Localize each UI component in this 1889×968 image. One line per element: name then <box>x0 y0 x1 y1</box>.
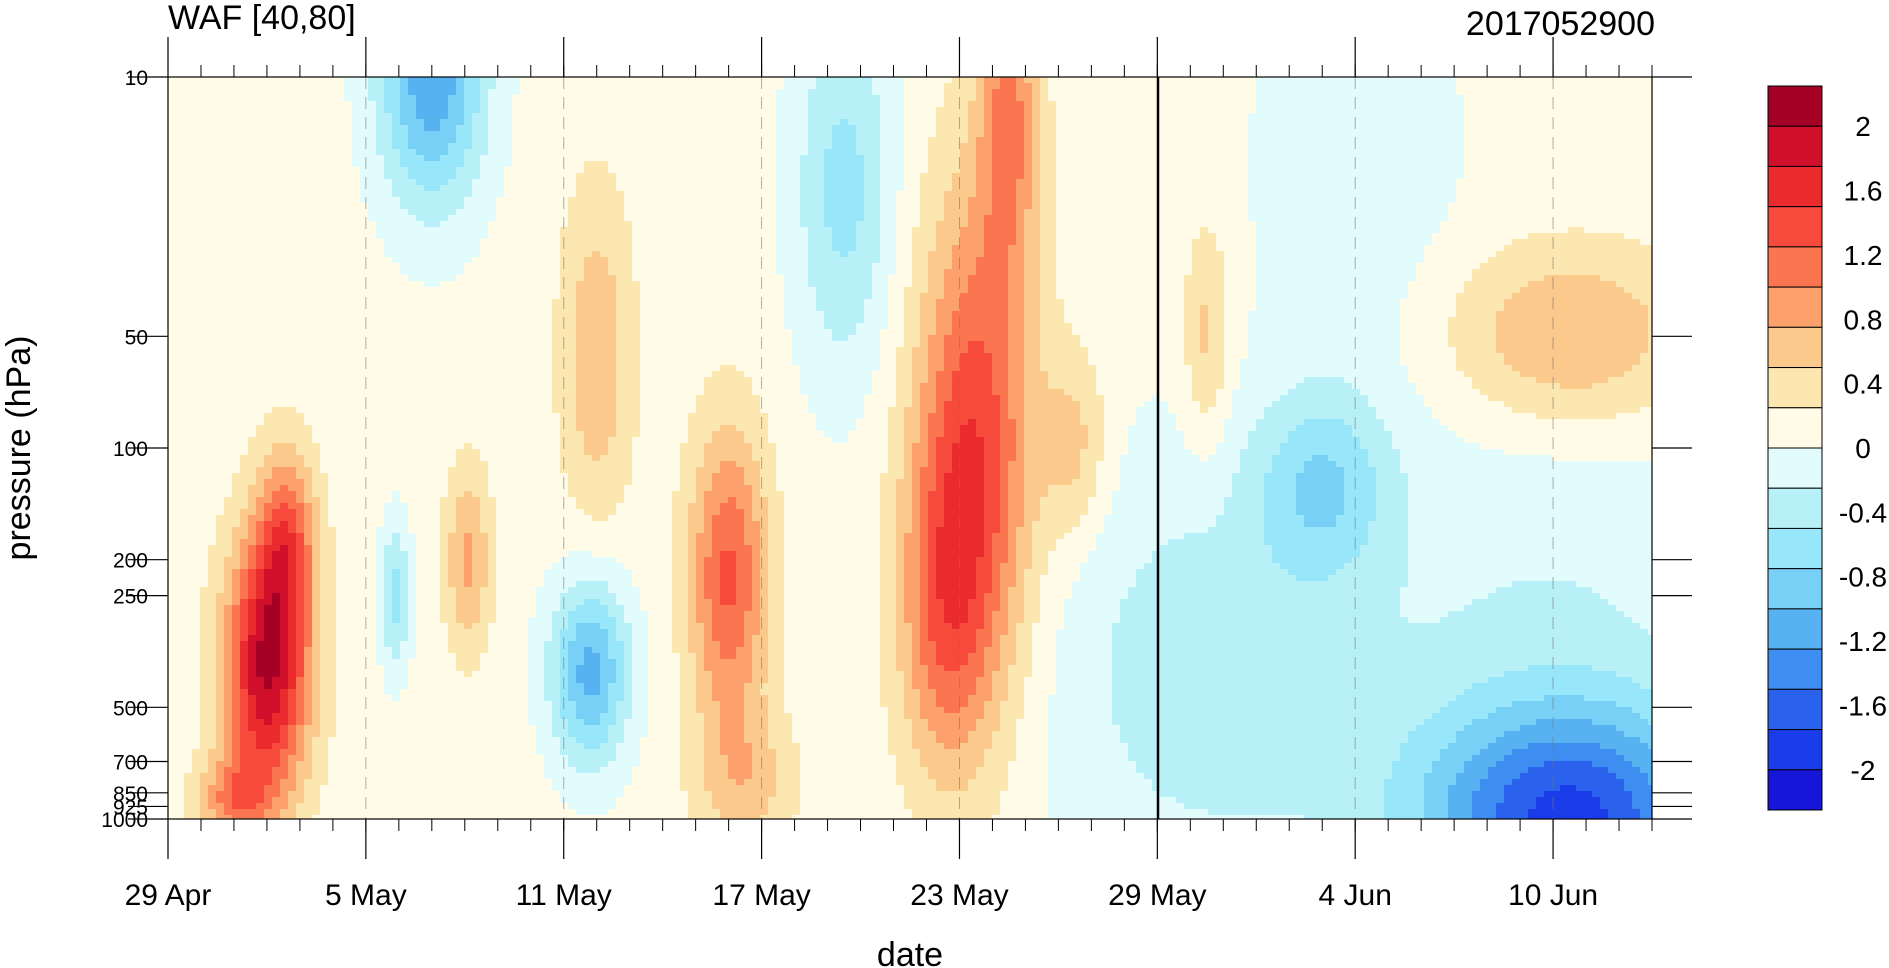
y-tick-label: 100 <box>113 438 148 461</box>
colorbar-label: 1.2 <box>1844 240 1883 271</box>
x-tick-label: 10 Jun <box>1508 879 1598 912</box>
colorbar: 2 1.6 1.2 0.8 0.4 0 -0.4 -0.8 -1.2 -1.6 -2 <box>1768 86 1887 810</box>
y-tick-label: 200 <box>113 550 148 573</box>
x-tick-label: 5 May <box>325 879 407 912</box>
colorbar-box <box>1768 448 1822 488</box>
x-tick-label: 11 May <box>516 879 612 912</box>
x-tick-label: 29 Apr <box>125 879 212 912</box>
x-axis-label: date <box>877 936 943 968</box>
colorbar-label: 0.8 <box>1844 304 1883 335</box>
colorbar-box <box>1768 649 1822 689</box>
colorbar-box <box>1768 408 1822 448</box>
y-tick-label: 50 <box>125 326 148 349</box>
contour-field <box>168 77 1657 822</box>
plot-area <box>168 77 1657 822</box>
colorbar-box <box>1768 287 1822 327</box>
y-tick-label: 250 <box>113 586 148 609</box>
colorbar-box <box>1768 166 1822 206</box>
chart-subtitle: 2017052900 <box>1466 5 1655 43</box>
colorbar-label: 1.6 <box>1844 176 1883 207</box>
colorbar-box <box>1768 247 1822 287</box>
colorbar-label: -1.6 <box>1839 690 1887 721</box>
x-tick-label: 29 May <box>1108 879 1206 912</box>
colorbar-label: -0.8 <box>1839 562 1887 593</box>
colorbar-label: 0 <box>1855 433 1871 464</box>
y-tick-label: 10 <box>125 67 148 90</box>
colorbar-box <box>1768 126 1822 166</box>
x-tick-labels: 29 Apr 5 May 11 May 17 May 23 May 29 May 4 Jun… <box>125 879 1598 912</box>
chart-title: WAF [40,80] <box>168 0 356 37</box>
y-axis-label: pressure (hPa) <box>0 336 38 561</box>
x-tick-label: 17 May <box>712 879 810 912</box>
colorbar-label: -0.4 <box>1839 497 1887 528</box>
colorbar-box <box>1768 488 1822 528</box>
colorbar-box <box>1768 609 1822 649</box>
colorbar-box <box>1768 569 1822 609</box>
colorbar-label: 0.4 <box>1844 369 1883 400</box>
colorbar-label: -2 <box>1851 755 1876 786</box>
y-tick-label: 1000 <box>101 809 148 832</box>
y-tick-label: 700 <box>113 752 148 775</box>
colorbar-box <box>1768 207 1822 247</box>
x-tick-label: 23 May <box>910 879 1008 912</box>
colorbar-box <box>1768 689 1822 729</box>
colorbar-box <box>1768 86 1822 126</box>
colorbar-box <box>1768 368 1822 408</box>
colorbar-box <box>1768 528 1822 568</box>
colorbar-box <box>1768 730 1822 770</box>
colorbar-label: -1.2 <box>1839 626 1887 657</box>
colorbar-label: 2 <box>1855 111 1871 142</box>
colorbar-box <box>1768 770 1822 810</box>
colorbar-box <box>1768 327 1822 367</box>
y-tick-label: 500 <box>113 697 148 720</box>
x-tick-label: 4 Jun <box>1319 879 1392 912</box>
